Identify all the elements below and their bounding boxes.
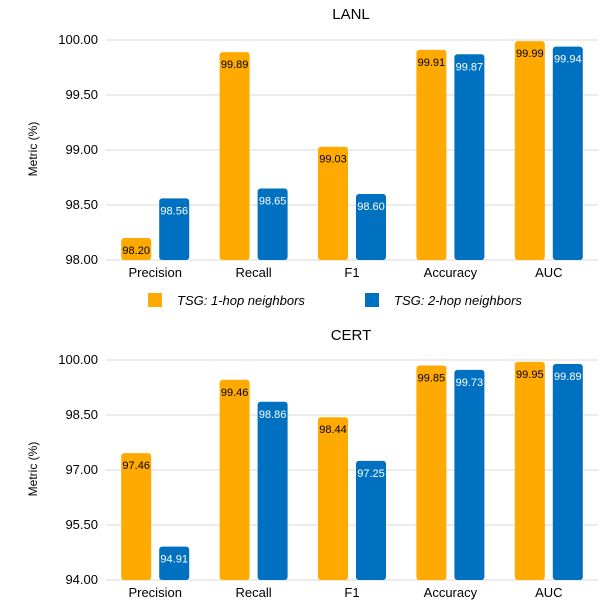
data-label: 99.95 (516, 369, 544, 381)
data-label: 94.91 (160, 554, 188, 566)
bar-1-hop-f1 (318, 417, 348, 580)
y-tick-label: 100.00 (58, 352, 98, 367)
bar-1-hop-precision (121, 238, 152, 260)
bar-1-hop-f1 (318, 146, 348, 260)
data-label: 99.03 (319, 154, 347, 166)
y-tick-label: 94.00 (65, 572, 98, 587)
bar-2-hop-recall (257, 188, 288, 260)
bar-2-hop-auc (552, 46, 583, 260)
bar-1-hop-accuracy (416, 365, 447, 580)
data-label: 99.46 (221, 387, 249, 399)
y-tick-label: 99.00 (65, 142, 98, 157)
x-tick-label: F1 (344, 585, 359, 600)
y-tick-label: 97.00 (65, 462, 98, 477)
y-tick-label: 95.50 (65, 517, 98, 532)
data-label: 97.46 (122, 460, 150, 472)
x-tick-label: Precision (128, 585, 181, 600)
bar-2-hop-precision (159, 546, 190, 580)
chart-title: LANL (332, 6, 370, 23)
y-tick-label: 98.00 (65, 252, 98, 267)
data-label: 99.89 (554, 371, 582, 383)
data-label: 99.87 (456, 61, 484, 73)
bar-2-hop-accuracy (454, 54, 485, 260)
x-tick-label: F1 (344, 265, 359, 280)
bar-1-hop-recall (219, 379, 250, 580)
bar-2-hop-recall (257, 401, 288, 580)
data-label: 98.20 (122, 245, 150, 257)
y-axis-label: Metric (%) (26, 442, 40, 497)
x-tick-label: Recall (236, 265, 272, 280)
legend: TSG: 1-hop neighbors TSG: 2-hop neighbor… (148, 293, 522, 308)
x-tick-label: Recall (236, 585, 272, 600)
bar-1-hop-recall (219, 52, 250, 260)
y-axis-label: Metric (%) (26, 122, 40, 177)
y-tick-label: 98.50 (65, 197, 98, 212)
y-tick-label: 98.50 (65, 407, 98, 422)
x-tick-label: Accuracy (424, 585, 478, 600)
data-label: 99.73 (456, 377, 484, 389)
x-tick-label: Accuracy (424, 265, 478, 280)
data-label: 99.85 (418, 373, 446, 385)
data-label: 98.86 (259, 409, 287, 421)
data-label: 98.56 (160, 205, 188, 217)
x-tick-label: Precision (128, 265, 181, 280)
data-label: 99.94 (554, 54, 582, 66)
legend-swatch-2-hop (365, 293, 379, 307)
chart-title: CERT (331, 327, 372, 344)
data-label: 97.25 (357, 468, 385, 480)
bar-1-hop-auc (514, 41, 545, 260)
bar-2-hop-accuracy (454, 369, 485, 580)
legend-swatch-1-hop (148, 293, 162, 307)
y-tick-label: 100.00 (58, 32, 98, 47)
data-label: 99.91 (418, 57, 446, 69)
data-label: 98.65 (259, 196, 287, 208)
bar-2-hop-f1 (356, 194, 386, 260)
bar-2-hop-f1 (356, 460, 386, 580)
x-tick-label: AUC (535, 585, 562, 600)
legend-label-2-hop: TSG: 2-hop neighbors (394, 293, 522, 308)
bar-1-hop-auc (514, 361, 545, 580)
bar-1-hop-precision (121, 453, 152, 580)
data-label: 99.89 (221, 59, 249, 71)
bar-1-hop-accuracy (416, 49, 447, 261)
bar-2-hop-precision (159, 198, 190, 260)
x-tick-label: AUC (535, 265, 562, 280)
cert-chart: CERT Metric (%) 94.00 95.50 97.00 98.50 100.… (26, 327, 598, 600)
data-label: 98.60 (357, 201, 385, 213)
data-label: 99.99 (516, 48, 544, 60)
lanl-chart: LANL Metric (%) 98.00 98.50 99.00 99.50 100.… (26, 6, 598, 280)
legend-label-1-hop: TSG: 1-hop neighbors (177, 293, 305, 308)
bar-2-hop-auc (552, 364, 583, 580)
y-tick-label: 99.50 (65, 87, 98, 102)
data-label: 98.44 (319, 424, 347, 436)
